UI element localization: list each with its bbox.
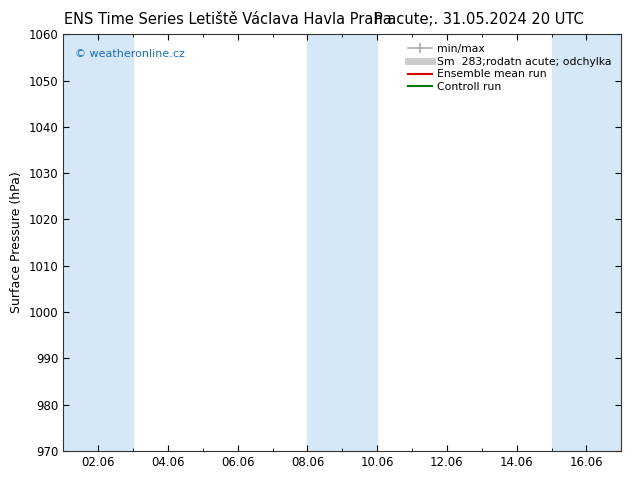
Bar — [63, 34, 133, 451]
Bar — [307, 34, 377, 451]
Bar — [552, 34, 621, 451]
Text: ENS Time Series Letiště Václava Havla Praha: ENS Time Series Letiště Václava Havla Pr… — [65, 12, 392, 27]
Y-axis label: Surface Pressure (hPa): Surface Pressure (hPa) — [10, 172, 23, 314]
Legend: min/max, Sm  283;rodatn acute; odchylka, Ensemble mean run, Controll run: min/max, Sm 283;rodatn acute; odchylka, … — [403, 40, 616, 97]
Text: P acute;. 31.05.2024 20 UTC: P acute;. 31.05.2024 20 UTC — [374, 12, 583, 27]
Text: © weatheronline.cz: © weatheronline.cz — [75, 49, 184, 59]
